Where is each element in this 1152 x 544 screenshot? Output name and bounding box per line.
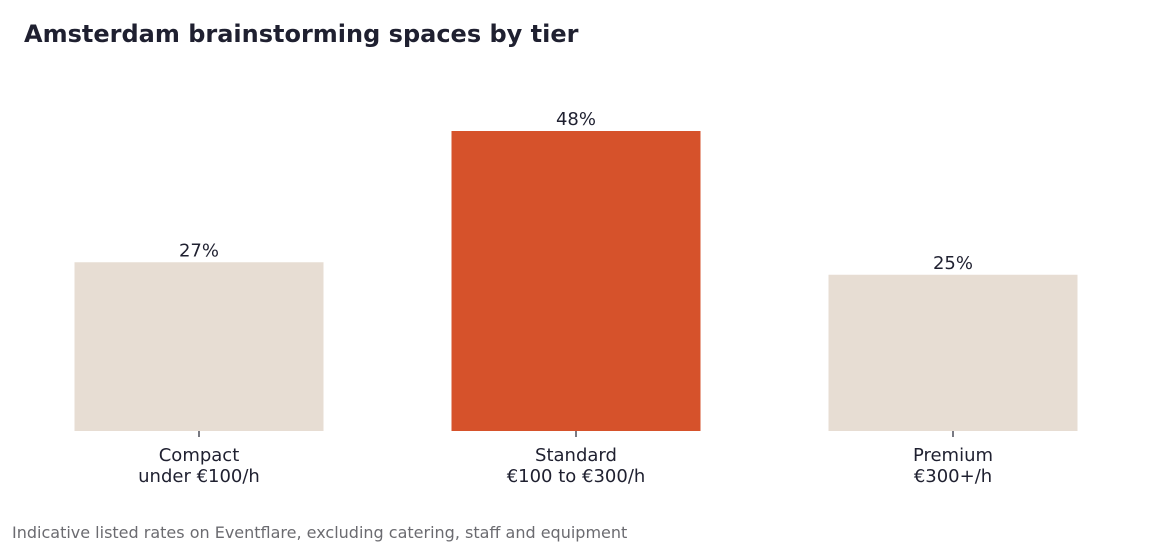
bar-standard (451, 131, 701, 431)
x-axis-ticks (198, 431, 954, 437)
bar-premium (828, 274, 1078, 431)
category-name: Premium (913, 445, 993, 466)
category-price-range: €100 to €300/h (507, 466, 646, 487)
category-label-standard: Standard €100 to €300/h (507, 445, 646, 487)
x-axis-labels: Compact under €100/h Standard €100 to €300/… (138, 445, 993, 487)
category-label-compact: Compact under €100/h (138, 445, 260, 487)
value-label-compact: 27% (179, 240, 219, 261)
bars-layer (74, 131, 1078, 431)
bar-compact (74, 262, 324, 431)
value-label-standard: 48% (556, 109, 596, 130)
category-name: Standard (535, 445, 617, 466)
chart-title: Amsterdam brainstorming spaces by tier (24, 20, 579, 48)
category-name: Compact (159, 445, 240, 466)
category-label-premium: Premium €300+/h (913, 445, 993, 487)
category-price-range: under €100/h (138, 466, 260, 487)
value-labels-layer: 27% 48% 25% (179, 109, 973, 274)
category-price-range: €300+/h (914, 466, 992, 487)
value-label-premium: 25% (933, 253, 973, 274)
footnote: Indicative listed rates on Eventflare, e… (12, 523, 628, 542)
